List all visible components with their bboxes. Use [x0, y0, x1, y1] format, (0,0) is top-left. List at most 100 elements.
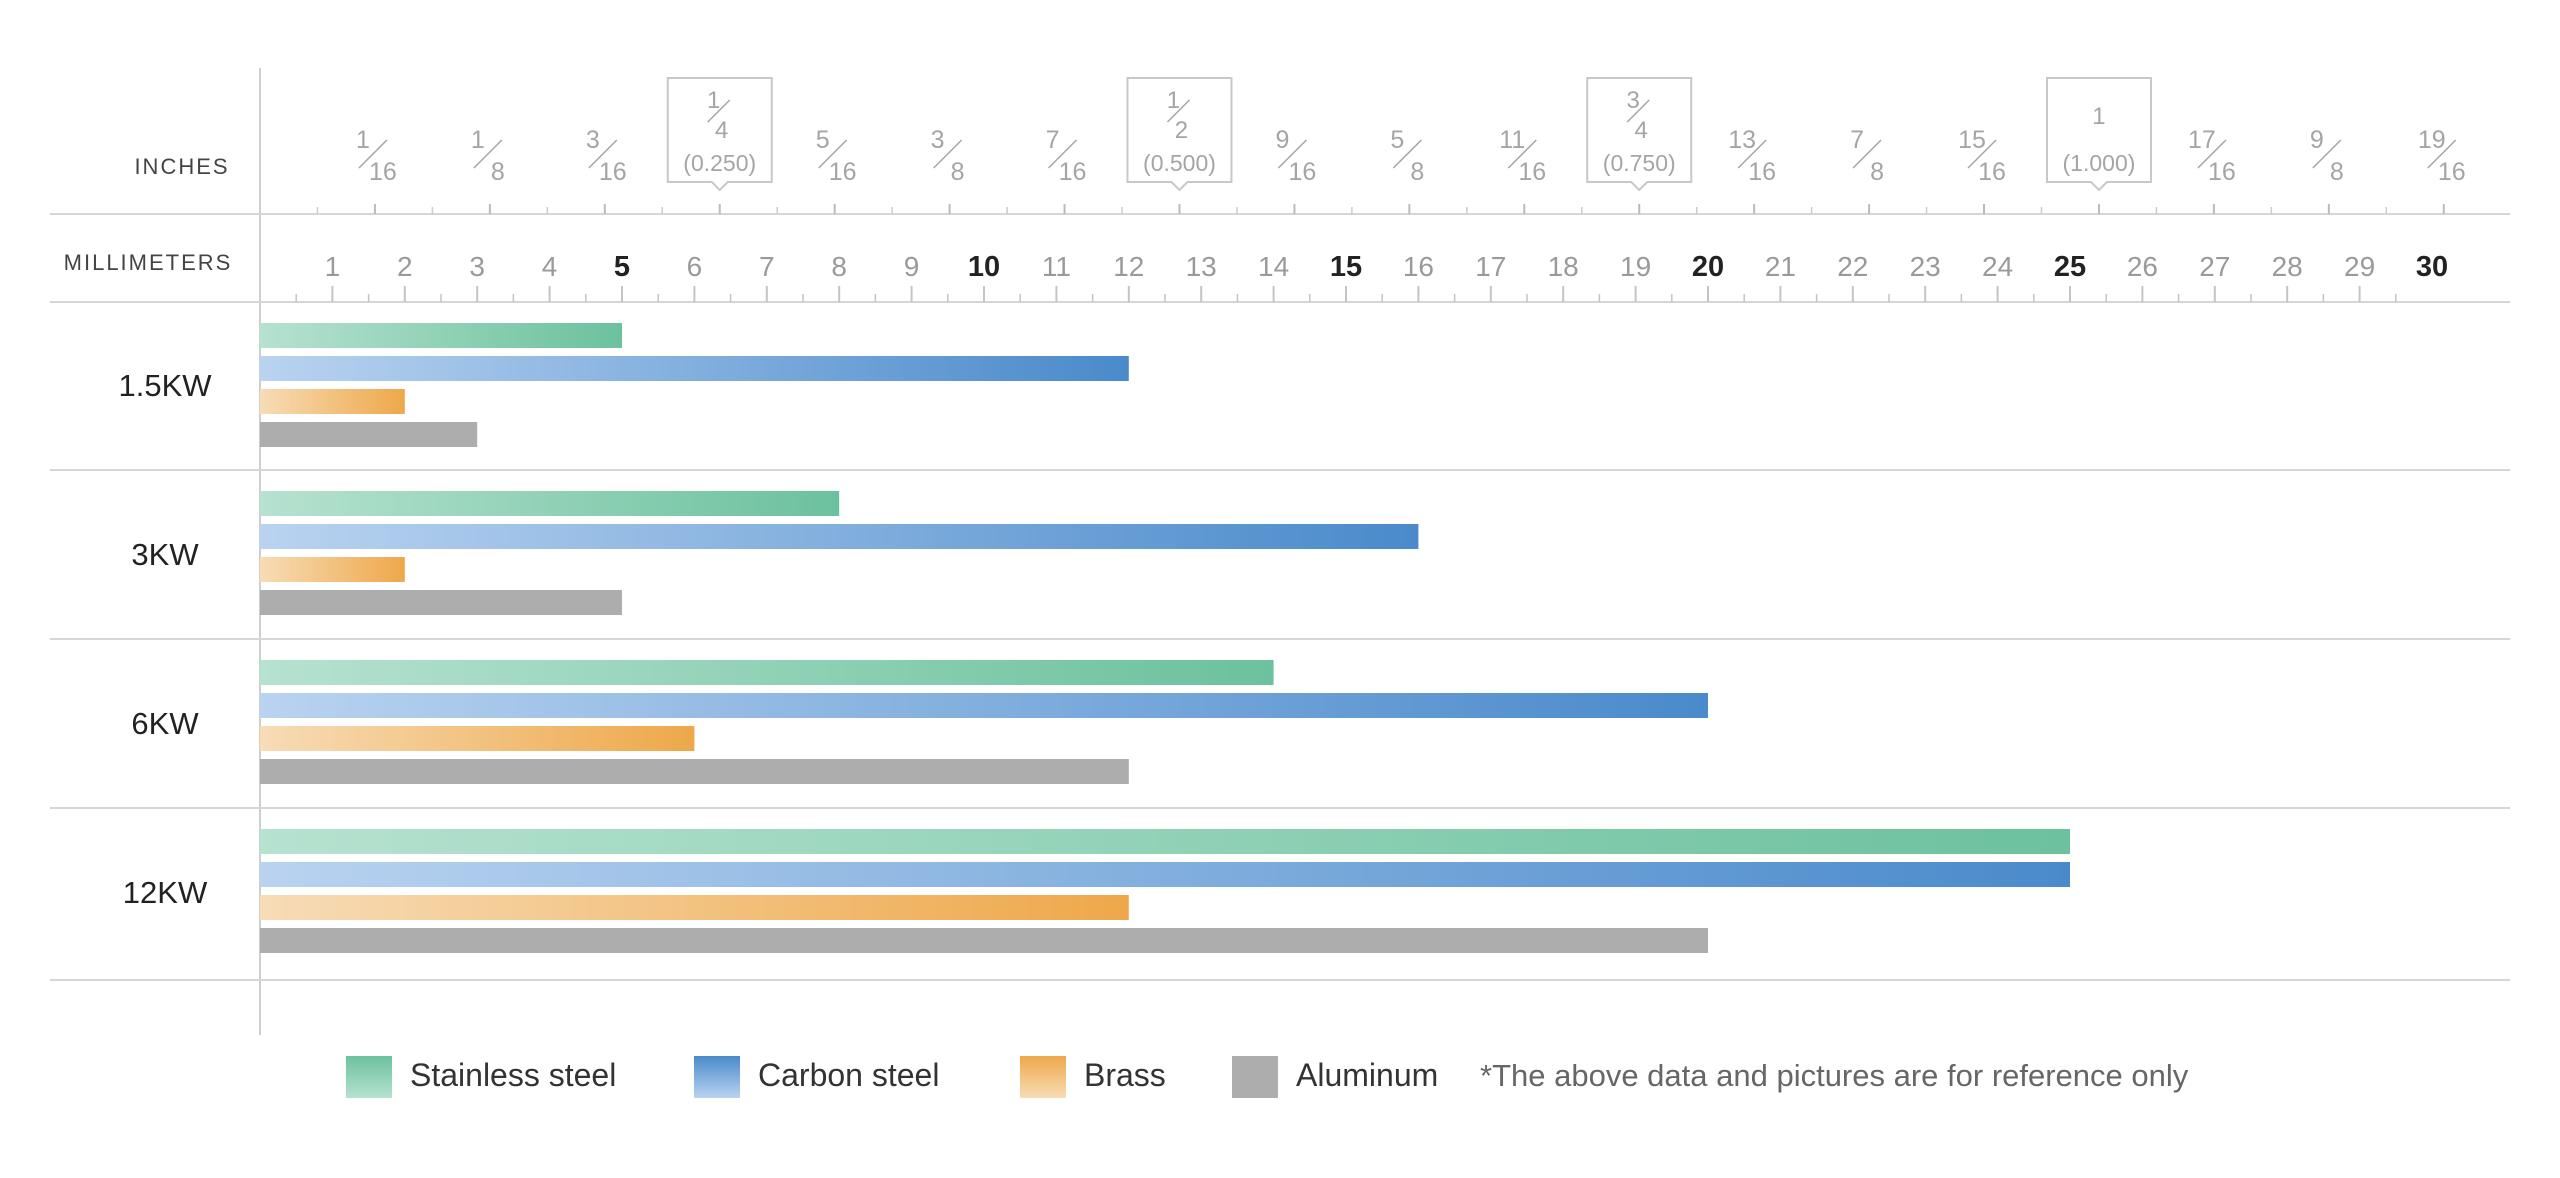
category-label: 6KW	[131, 706, 199, 741]
mm-tick-label: 29	[2344, 251, 2375, 282]
mm-tick-label: 3	[469, 251, 485, 282]
fraction-denominator: 4	[1635, 117, 1648, 144]
mm-tick-label: 22	[1837, 251, 1868, 282]
inch-fraction-label: 316	[586, 126, 627, 186]
inch-fraction-label: 3 4 (0.750)	[1586, 77, 1693, 192]
fraction-slash	[2427, 139, 2457, 169]
fraction-decimal: (1.000)	[2063, 150, 2136, 176]
fraction-denominator: 16	[1059, 158, 1087, 186]
mm-tick-label: 12	[1113, 251, 1144, 282]
fraction-denominator: 16	[1748, 158, 1776, 186]
fraction-numerator: 1	[2092, 103, 2105, 130]
fraction-slash	[1392, 139, 1422, 169]
mm-tick-label: 27	[2199, 251, 2230, 282]
fraction-numerator: 5	[1390, 126, 1404, 154]
fraction-denominator: 8	[2330, 158, 2344, 186]
bar-carbon-steel	[260, 356, 1129, 381]
fraction-numerator: 1	[707, 87, 720, 114]
fraction-numerator: 9	[2310, 126, 2324, 154]
fraction-slash	[588, 139, 618, 169]
bar-aluminum	[260, 422, 478, 447]
mm-tick-label: 13	[1186, 251, 1217, 282]
fraction-numerator: 13	[1728, 126, 1756, 154]
fraction-slash	[1277, 139, 1307, 169]
legend-label: Carbon steel	[758, 1057, 939, 1093]
mm-tick-label: 14	[1258, 251, 1289, 282]
legend-swatch	[694, 1056, 740, 1098]
fraction-numerator: 3	[586, 126, 600, 154]
grid-lines	[50, 68, 2510, 1035]
mm-tick-label: 21	[1765, 251, 1796, 282]
mm-tick-label: 19	[1620, 251, 1651, 282]
fraction-slash	[1967, 139, 1997, 169]
fraction-slash	[707, 99, 731, 123]
bars	[260, 323, 2070, 953]
fraction-numerator: 1	[1167, 87, 1180, 114]
fraction-numerator: 7	[1046, 126, 1060, 154]
mm-tick-label: 18	[1548, 251, 1579, 282]
fraction-slash	[1626, 99, 1650, 123]
fraction-denominator: 16	[1518, 158, 1546, 186]
fraction-slash	[358, 139, 388, 169]
category-rows: 1.5KW 3KW 6KW 12KW	[118, 368, 212, 910]
fraction-decimal: (0.250)	[683, 150, 756, 176]
fraction-numerator: 19	[2418, 126, 2446, 154]
fraction-denominator: 16	[1289, 158, 1317, 186]
mm-tick-label: 1	[325, 251, 341, 282]
bar-aluminum	[260, 928, 1708, 953]
fraction-denominator: 8	[1410, 158, 1424, 186]
fraction-denominator: 16	[369, 158, 397, 186]
bar-brass	[260, 557, 405, 582]
legend: Stainless steel Carbon steel Brass Aluminum…	[346, 1056, 2189, 1098]
fraction-numerator: 5	[816, 126, 830, 154]
fraction-numerator: 17	[2188, 126, 2216, 154]
mm-tick-label: 16	[1403, 251, 1434, 282]
fraction-slash	[1166, 99, 1191, 123]
inch-callout-box	[666, 77, 773, 192]
fraction-denominator: 16	[829, 158, 857, 186]
bar-stainless-steel	[260, 491, 840, 516]
fraction-slash	[2197, 139, 2227, 169]
legend-item: Aluminum	[1232, 1056, 1438, 1098]
mm-tick-label: 9	[904, 251, 920, 282]
bar-stainless-steel	[260, 829, 2070, 854]
mm-tick-label: 6	[687, 251, 703, 282]
bar-aluminum	[260, 759, 1129, 784]
fraction-denominator: 8	[491, 158, 505, 186]
fraction-denominator: 16	[1978, 158, 2006, 186]
bar-stainless-steel	[260, 323, 622, 348]
mm-tick-label: 25	[2054, 251, 2086, 283]
mm-tick-label: 5	[614, 251, 630, 283]
inch-fraction-label: 58	[1390, 126, 1424, 186]
fraction-slash	[1737, 139, 1767, 169]
mm-tick-label: 26	[2127, 251, 2158, 282]
bar-stainless-steel	[260, 660, 1274, 685]
fraction-slash	[818, 139, 848, 169]
mm-tick-label: 23	[1910, 251, 1941, 282]
inch-scale: INCHES 1161831614(0.250)5163871612(0.500…	[134, 77, 2466, 214]
category-label: 1.5KW	[118, 368, 212, 403]
bar-carbon-steel	[260, 693, 1708, 718]
inch-fraction-label: 18	[471, 126, 505, 186]
category-label: 3KW	[131, 537, 199, 572]
fraction-decimal: (0.750)	[1603, 150, 1676, 176]
inch-fraction-label: 1 2 (0.500)	[1126, 77, 1233, 192]
inch-fraction-label: 1 4 (0.250)	[666, 77, 773, 192]
mm-tick-label: 15	[1330, 251, 1362, 283]
fraction-denominator: 4	[715, 117, 728, 144]
fraction-denominator: 16	[2208, 158, 2236, 186]
fraction-slash	[2312, 139, 2342, 169]
mm-tick-label: 20	[1692, 251, 1724, 283]
inch-fraction-label: 1 (1.000)	[2045, 77, 2152, 192]
fraction-denominator: 16	[599, 158, 627, 186]
fraction-numerator: 15	[1958, 126, 1986, 154]
legend-item: Stainless steel	[346, 1056, 616, 1098]
inch-fraction-label: 98	[2310, 126, 2344, 186]
inches-axis-label: INCHES	[134, 154, 229, 179]
millimeter-scale: MILLIMETERS 1 2 3 4 5 6 7 8 9 10 11 12 13 14 15 16 17 18 1…	[64, 250, 2448, 302]
